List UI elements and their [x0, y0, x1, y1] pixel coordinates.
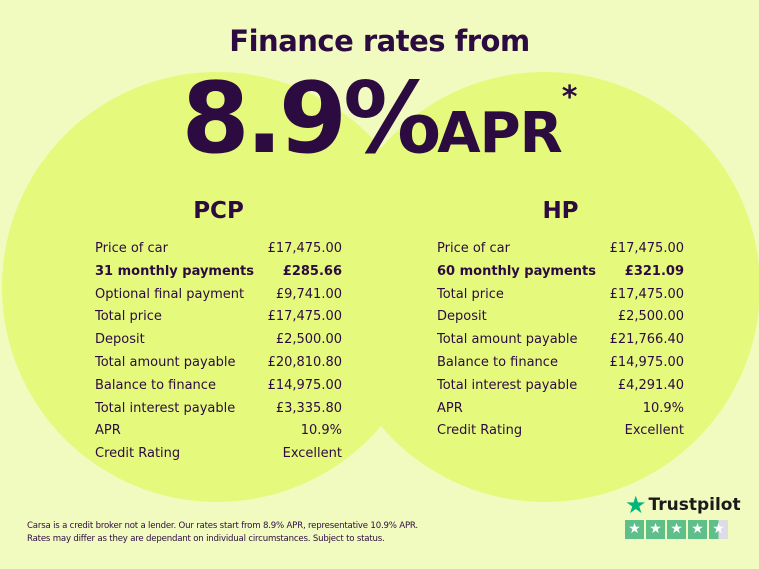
finance-row: Balance to finance £14,975.00 — [95, 375, 342, 398]
finance-row: Balance to finance £14,975.00 — [437, 352, 684, 375]
finance-row: Credit Rating Excellent — [95, 443, 342, 466]
rating-star-icon: ★ — [646, 520, 665, 539]
star-icon: ★ — [625, 491, 647, 519]
trustpilot-badge: ★ Trustpilot ★ ★ ★ ★ ★ — [625, 491, 741, 539]
row-value: £2,500.00 — [617, 309, 684, 325]
headline: Finance rates from — [229, 24, 530, 58]
hp-rows: Price of car £17,475.00 60 monthly payment… — [437, 238, 684, 443]
finance-row: Total price £17,475.00 — [95, 306, 342, 329]
row-label: 31 monthly payments — [95, 263, 254, 279]
finance-row: Total amount payable £21,766.40 — [437, 329, 684, 352]
row-value: £17,475.00 — [609, 241, 684, 256]
hp-panel: HP Price of car £17,475.00 60 monthly paym… — [437, 198, 684, 443]
right-decorative-circle — [330, 72, 759, 502]
row-label: Total interest payable — [437, 377, 578, 393]
row-value: £9,741.00 — [275, 286, 342, 302]
finance-row: APR 10.9% — [437, 398, 684, 421]
finance-row: 31 monthly payments £285.66 — [95, 261, 342, 284]
finance-row: Total interest payable £4,291.40 — [437, 375, 684, 398]
finance-row: Price of car £17,475.00 — [437, 238, 684, 261]
row-label: Deposit — [95, 332, 145, 348]
finance-row: Total amount payable £20,810.80 — [95, 352, 342, 375]
asterisk: * — [561, 80, 578, 115]
row-label: Deposit — [437, 309, 487, 325]
row-label: Price of car — [437, 241, 510, 256]
rate-value: 8.9% — [181, 62, 441, 176]
finance-row: Total price £17,475.00 — [437, 284, 684, 307]
row-value: £3,335.80 — [275, 400, 342, 416]
disclaimer-line-1: Carsa is a credit broker not a lender. O… — [27, 521, 418, 531]
row-value: 10.9% — [642, 400, 684, 416]
row-label: Total amount payable — [437, 332, 578, 348]
finance-row: Credit Rating Excellent — [437, 420, 684, 443]
row-label: Balance to finance — [95, 377, 216, 393]
finance-row: Deposit £2,500.00 — [95, 329, 342, 352]
rating-star-icon: ★ — [625, 520, 644, 539]
row-value: £14,975.00 — [267, 377, 342, 393]
row-value: £21,766.40 — [609, 332, 684, 348]
finance-row: Total interest payable £3,335.80 — [95, 398, 342, 421]
pcp-panel: PCP Price of car £17,475.00 31 monthly pay… — [95, 198, 342, 466]
row-label: Credit Rating — [437, 423, 523, 439]
pcp-heading: PCP — [193, 198, 244, 224]
row-value: £14,975.00 — [609, 354, 684, 370]
row-label: APR — [437, 400, 463, 416]
pcp-rows: Price of car £17,475.00 31 monthly payment… — [95, 238, 342, 466]
finance-row: Price of car £17,475.00 — [95, 238, 342, 261]
row-label: 60 monthly payments — [437, 263, 596, 279]
row-value: Excellent — [624, 423, 684, 439]
row-value: 10.9% — [300, 423, 342, 439]
rating-half-star-icon: ★ — [709, 520, 728, 539]
trustpilot-name: Trustpilot — [648, 495, 741, 515]
row-value: £4,291.40 — [617, 377, 684, 393]
finance-row: Deposit £2,500.00 — [437, 306, 684, 329]
disclaimer-line-2: Rates may differ as they are dependant o… — [27, 534, 385, 544]
row-label: Credit Rating — [95, 446, 181, 462]
row-label: Total price — [437, 286, 504, 302]
row-label: Total price — [95, 309, 162, 325]
rate-headline: 8.9%APR* — [0, 62, 759, 176]
row-value: £17,475.00 — [609, 286, 684, 302]
row-value: £20,810.80 — [267, 354, 342, 370]
trustpilot-rating: ★ ★ ★ ★ ★ — [625, 520, 741, 539]
apr-label: APR — [437, 101, 563, 166]
row-value: £285.66 — [282, 263, 342, 279]
row-value: £17,475.00 — [267, 241, 342, 256]
hp-heading: HP — [542, 198, 579, 224]
row-value: £17,475.00 — [267, 309, 342, 325]
disclaimer: Carsa is a credit broker not a lender. O… — [27, 520, 418, 546]
row-label: Optional final payment — [95, 286, 245, 302]
row-value: £321.09 — [624, 263, 684, 279]
row-value: £2,500.00 — [275, 332, 342, 348]
finance-row: 60 monthly payments £321.09 — [437, 261, 684, 284]
row-label: Price of car — [95, 241, 168, 256]
rating-star-icon: ★ — [667, 520, 686, 539]
row-label: Total amount payable — [95, 354, 236, 370]
row-value: Excellent — [282, 446, 342, 462]
finance-row: Optional final payment £9,741.00 — [95, 284, 342, 307]
rating-star-icon: ★ — [688, 520, 707, 539]
row-label: APR — [95, 423, 121, 439]
finance-row: APR 10.9% — [95, 420, 342, 443]
row-label: Total interest payable — [95, 400, 236, 416]
row-label: Balance to finance — [437, 354, 558, 370]
